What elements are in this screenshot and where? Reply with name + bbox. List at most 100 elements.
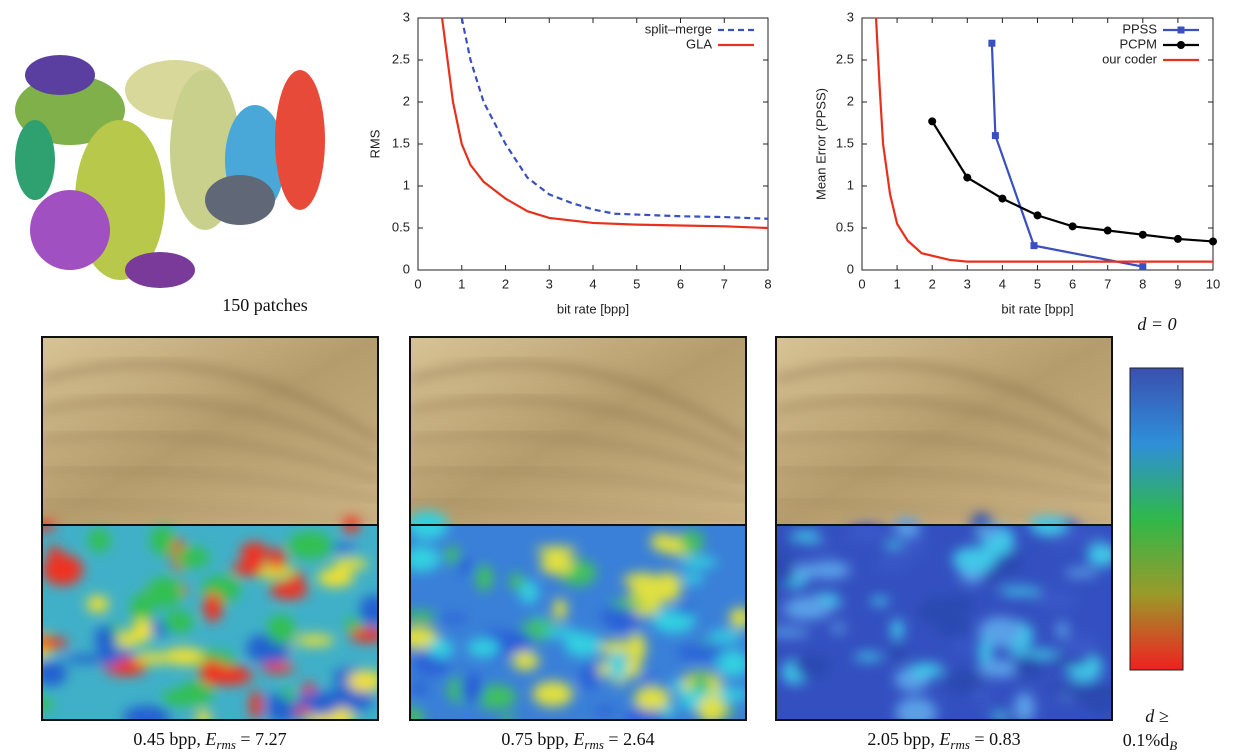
error-blob [287, 531, 333, 559]
error-blob [650, 533, 673, 552]
surface-crease [410, 499, 746, 521]
colorbar-bottom-label: d ≥ [1145, 706, 1169, 726]
error-blob [845, 524, 888, 543]
caption-rate: 2.05 bpp, [867, 729, 939, 749]
error-blob [854, 652, 883, 661]
colorbar-bottom-label-2: 0.1%dB [1123, 730, 1178, 753]
point-marker [988, 39, 996, 47]
error-blob [776, 553, 798, 585]
error-blob [410, 610, 437, 623]
surface-crease [410, 361, 746, 443]
error-blob [716, 650, 746, 678]
error-blob [1064, 568, 1099, 578]
y-tick-label: 1.5 [836, 135, 854, 150]
point-marker [1139, 263, 1147, 271]
error-blob [954, 637, 970, 655]
error-blob [499, 630, 533, 654]
plot-area [440, 18, 768, 230]
caption-equation: = 2.64 [604, 729, 655, 749]
surface-crease [776, 467, 1112, 502]
panel-caption: 0.45 bpp, Erms = 7.27 [133, 729, 286, 752]
plot-frame [417, 17, 769, 271]
error-blob [978, 616, 1022, 647]
error-blob [610, 599, 646, 609]
error-blob [427, 639, 454, 659]
series-line [874, 18, 1213, 263]
error-blob [895, 697, 937, 720]
error-blobs [42, 516, 378, 720]
point-marker [998, 194, 1007, 203]
point-marker [991, 132, 999, 140]
error-blob [654, 572, 682, 602]
error-blob [196, 709, 211, 720]
error-blob [467, 638, 500, 658]
error-blob [122, 705, 171, 720]
surface-crease [42, 361, 378, 443]
error-blob [269, 581, 308, 600]
point-marker [1068, 222, 1077, 231]
x-tick-label: 5 [1034, 276, 1041, 291]
error-blob [608, 651, 627, 681]
y-tick-label: 2 [847, 93, 854, 108]
y-tick-label: 1 [847, 177, 854, 192]
rendered-surface [776, 337, 1112, 525]
surface-crease [410, 397, 746, 463]
error-blob [532, 681, 574, 707]
error-blob [42, 636, 69, 650]
error-blob [438, 614, 469, 623]
error-blob [344, 617, 362, 631]
render-panel [410, 337, 746, 720]
surface-crease [776, 433, 1112, 482]
error-blob [1063, 683, 1102, 700]
legend-label: our coder [1102, 51, 1158, 66]
caption-equation: = 0.83 [970, 729, 1021, 749]
error-blob [830, 624, 847, 633]
y-tick-label: 0.5 [836, 219, 854, 234]
error-blob [652, 608, 696, 634]
error-blob [542, 627, 579, 638]
error-blob [456, 557, 473, 574]
error-blob [1081, 530, 1103, 543]
surface-crease [410, 467, 746, 502]
x-tick-label: 6 [677, 276, 684, 291]
error-blob [887, 645, 908, 660]
series-line [460, 18, 768, 220]
x-tick-label: 8 [764, 276, 771, 291]
error-blobs [776, 513, 1112, 720]
caption-subscript: rms [584, 737, 604, 752]
error-blob [88, 528, 111, 552]
panel-frame [775, 524, 1113, 721]
error-blob [990, 712, 1011, 720]
error-blob [998, 587, 1042, 596]
error-blob [808, 543, 835, 553]
x-tick-label: 3 [964, 276, 971, 291]
error-blob [1014, 692, 1035, 720]
error-blob [675, 604, 695, 615]
error-blob [564, 632, 602, 657]
error-blob [317, 568, 354, 587]
error-blob [150, 525, 175, 556]
error-blob [42, 521, 57, 532]
x-tick-label: 4 [999, 276, 1006, 291]
error-blob [794, 654, 831, 679]
point-marker [928, 117, 937, 126]
x-tick-label: 3 [546, 276, 553, 291]
error-blob [972, 686, 990, 705]
error-blob [870, 597, 890, 606]
error-blob [267, 615, 296, 644]
x-tick-label: 10 [1206, 276, 1220, 291]
point-marker [1138, 230, 1147, 239]
panel-caption: 0.75 bpp, Erms = 2.64 [501, 729, 654, 752]
caption-subscript: rms [950, 737, 970, 752]
error-blob [114, 631, 139, 648]
caption-symbol: E [204, 729, 216, 749]
legend-marker [1177, 26, 1185, 34]
x-axis-label: bit rate [bpp] [1001, 301, 1073, 316]
error-blob [199, 659, 225, 686]
colorbar [1129, 367, 1184, 671]
error-blob [785, 596, 832, 620]
y-tick-label: 2.5 [392, 51, 410, 66]
surface-crease [776, 361, 1112, 443]
caption-rate: 0.75 bpp, [501, 729, 573, 749]
